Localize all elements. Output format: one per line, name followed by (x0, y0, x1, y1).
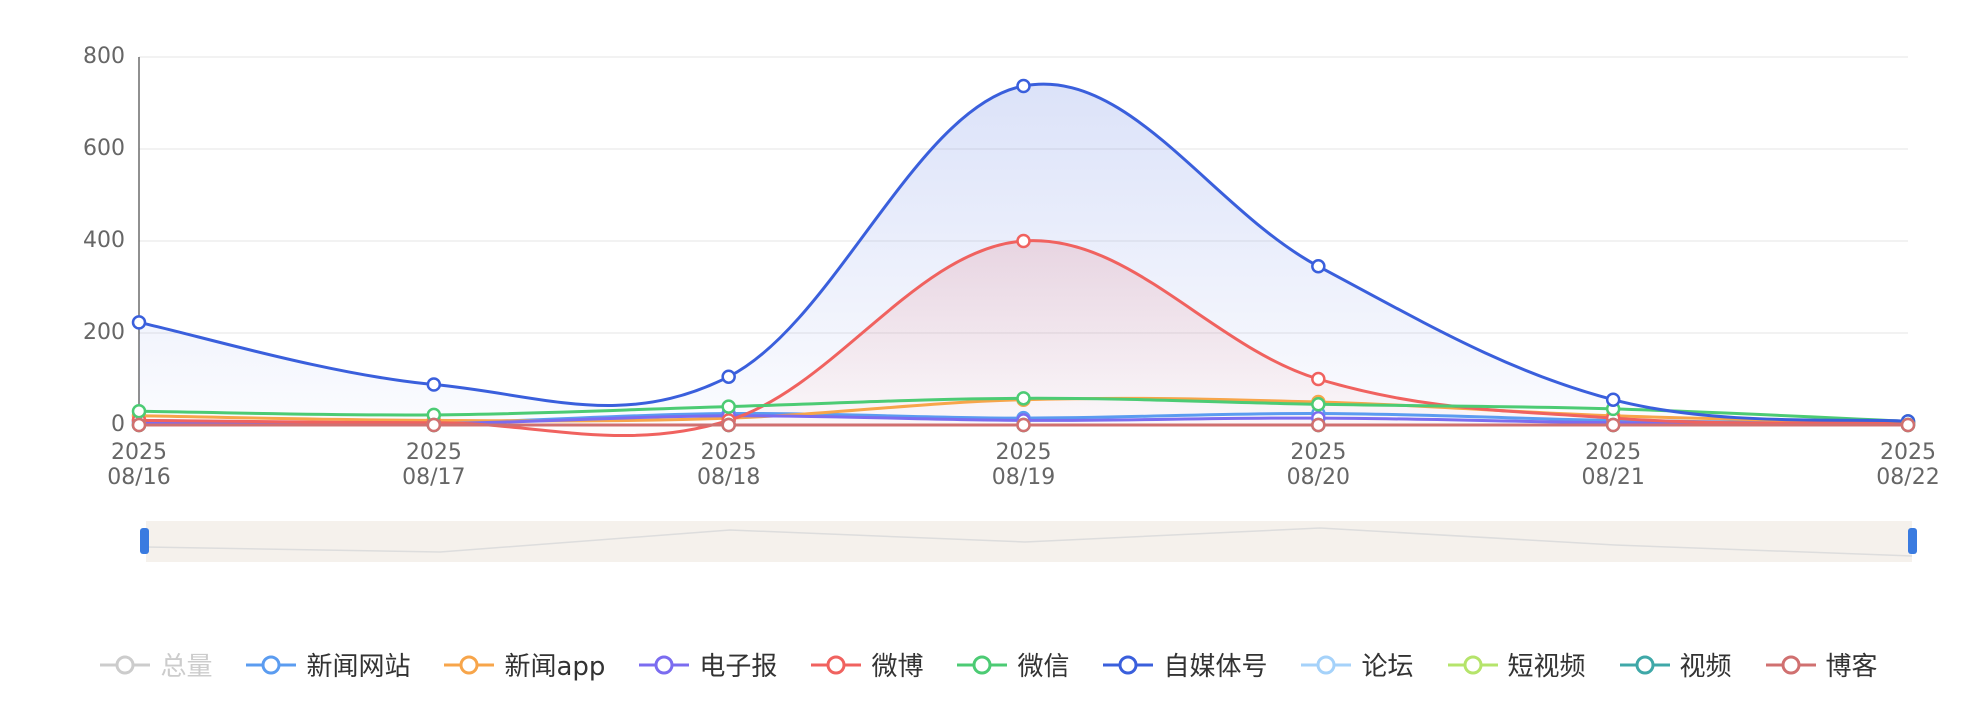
legend-icon (957, 655, 1008, 674)
point (131, 403, 147, 419)
x-tick-label: 2025 08/20 (1286, 440, 1351, 490)
legend-icon (100, 655, 151, 674)
legend-marker (261, 655, 281, 674)
legend-item[interactable]: 博客 (1765, 646, 1878, 683)
point (1605, 417, 1621, 433)
legend-icon (1447, 655, 1498, 674)
point (131, 315, 147, 330)
point (426, 377, 442, 392)
x-tick-label: 2025 08/19 (991, 440, 1056, 490)
legend-marker (826, 655, 846, 674)
point (1605, 392, 1621, 407)
zoom-handle-right[interactable] (1908, 528, 1917, 554)
legend-marker (1781, 655, 1801, 674)
legend-item[interactable]: 新闻app (444, 646, 605, 683)
legend-icon (1619, 655, 1670, 674)
legend-item[interactable]: 论坛 (1301, 646, 1414, 683)
point (721, 399, 736, 414)
zoom-preview (145, 527, 1913, 557)
legend: 总量 新闻网站 新闻app 电子报 微博 微信 自媒体号 论坛 短视频 视频 博客 (0, 646, 1978, 683)
x-tick-label: 2025 08/21 (1581, 440, 1645, 490)
legend-item[interactable]: 新闻网站 (246, 646, 410, 683)
legend-icon (811, 655, 862, 674)
zoom-handle-left[interactable] (140, 528, 149, 554)
legend-item[interactable]: 微博 (811, 646, 923, 683)
legend-item[interactable]: 微信 (957, 646, 1069, 683)
legend-icon (246, 655, 297, 674)
legend-item[interactable]: 视频 (1619, 646, 1732, 683)
area (139, 84, 1908, 425)
y-tick-label: 200 (83, 320, 125, 345)
y-tick-label: 600 (83, 136, 125, 161)
legend-label: 视频 (1679, 652, 1732, 682)
legend-label: 微信 (1017, 652, 1070, 682)
legend-item[interactable]: 总量 (100, 646, 212, 683)
point (426, 417, 442, 433)
x-tick-label: 2025 08/16 (107, 440, 171, 490)
legend-label: 微博 (871, 652, 924, 682)
legend-label: 总量 (160, 652, 213, 682)
point (1311, 259, 1326, 274)
point (1311, 397, 1326, 412)
y-tick-label: 400 (83, 228, 125, 253)
legend-label: 短视频 (1507, 652, 1586, 682)
legend-marker (115, 655, 135, 674)
legend-item[interactable]: 自媒体号 (1103, 646, 1267, 683)
legend-marker (1118, 655, 1138, 674)
legend-label: 新闻app (504, 652, 606, 682)
point (1311, 417, 1326, 433)
point (131, 417, 147, 433)
legend-marker (972, 655, 992, 674)
legend-icon (444, 655, 495, 674)
legend-icon (1765, 655, 1816, 674)
legend-icon (639, 655, 690, 674)
x-tick-label: 2025 08/18 (696, 440, 761, 490)
y-tick-label: 0 (111, 412, 125, 437)
point (1016, 78, 1031, 94)
x-tick-label: 2025 08/22 (1876, 440, 1940, 490)
point (721, 369, 736, 384)
legend-marker (654, 655, 674, 674)
legend-label: 论坛 (1361, 652, 1414, 682)
legend-item[interactable]: 短视频 (1447, 646, 1586, 683)
data-zoom[interactable] (140, 521, 1917, 562)
point (1311, 371, 1326, 387)
chart: 0 200 400 600 800 (83, 44, 1917, 562)
legend-label: 新闻网站 (306, 652, 411, 682)
x-tick-label: 2025 08/17 (402, 440, 466, 490)
point (1016, 391, 1031, 406)
legend-marker (1463, 655, 1482, 674)
legend-item[interactable]: 电子报 (639, 646, 777, 683)
legend-marker (1635, 655, 1655, 674)
point (1016, 233, 1031, 249)
legend-label: 博客 (1825, 652, 1878, 682)
point (1900, 417, 1916, 433)
legend-marker (459, 655, 479, 674)
legend-icon (1103, 655, 1154, 674)
point (721, 417, 736, 433)
legend-marker (1316, 655, 1336, 674)
y-tick-label: 800 (83, 44, 125, 69)
legend-icon (1301, 655, 1352, 674)
legend-label: 电子报 (699, 652, 778, 682)
legend-label: 自媒体号 (1163, 652, 1268, 682)
point (1016, 417, 1031, 433)
